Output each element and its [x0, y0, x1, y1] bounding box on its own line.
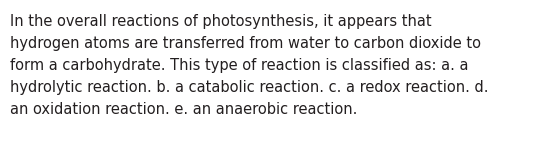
Text: In the overall reactions of photosynthesis, it appears that: In the overall reactions of photosynthes… [10, 14, 432, 29]
Text: hydrolytic reaction. b. a catabolic reaction. c. a redox reaction. d.: hydrolytic reaction. b. a catabolic reac… [10, 80, 488, 95]
Text: hydrogen atoms are transferred from water to carbon dioxide to: hydrogen atoms are transferred from wate… [10, 36, 481, 51]
Text: an oxidation reaction. e. an anaerobic reaction.: an oxidation reaction. e. an anaerobic r… [10, 102, 357, 117]
Text: form a carbohydrate. This type of reaction is classified as: a. a: form a carbohydrate. This type of reacti… [10, 58, 469, 73]
